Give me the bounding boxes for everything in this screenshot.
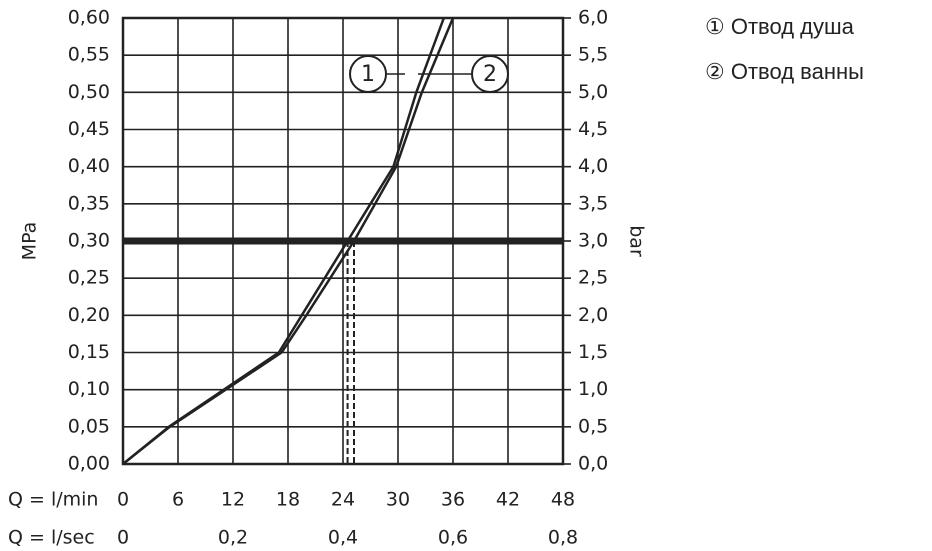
y2-tick-label: 4,0 — [578, 155, 608, 177]
x-tick-label: 24 — [331, 489, 355, 511]
y2-tick-label: 1,0 — [578, 378, 608, 400]
y2-tick-label: 0,0 — [578, 453, 608, 475]
y2-tick-label: 2,5 — [578, 267, 608, 289]
y-tick-label: 0,05 — [68, 415, 110, 437]
y2-axis-label: bar — [626, 225, 648, 257]
y-tick-label: 0,50 — [68, 81, 110, 103]
x-tick-label: 6 — [172, 489, 184, 511]
x2-tick-label: 0 — [117, 527, 129, 549]
y-tick-label: 0,25 — [68, 267, 110, 289]
x2-tick-label: 0,2 — [218, 527, 248, 549]
y2-tick-label: 3,0 — [578, 230, 608, 252]
y-tick-label: 0,30 — [68, 230, 110, 252]
callout-circle — [471, 55, 509, 93]
y-tick-label: 0,10 — [68, 378, 110, 400]
callout-label: 1 — [361, 62, 375, 87]
y-tick-label: 0,00 — [68, 453, 110, 475]
x-tick-label: 36 — [441, 489, 465, 511]
x2-tick-label: 0,8 — [548, 527, 578, 549]
y-axis-label: MPa — [19, 222, 41, 261]
x2-axis-label: Q = l/sec — [8, 527, 95, 549]
y2-tick-label: 6,0 — [578, 7, 608, 29]
y-tick-label: 0,35 — [68, 192, 110, 214]
y2-tick-label: 2,0 — [578, 304, 608, 326]
x-axis-label: Q = l/min — [8, 489, 98, 511]
y-tick-label: 0,60 — [68, 7, 110, 29]
y2-tick-label: 1,5 — [578, 341, 608, 363]
callout-label: 2 — [483, 62, 497, 87]
legend-entry: ① Отвод душа — [705, 14, 855, 39]
legend-entry: ② Отвод ванны — [705, 59, 864, 84]
y-tick-label: 0,20 — [68, 304, 110, 326]
y2-tick-label: 3,5 — [578, 192, 608, 214]
x-tick-label: 18 — [276, 489, 300, 511]
y2-tick-label: 0,5 — [578, 415, 608, 437]
y-tick-label: 0,55 — [68, 44, 110, 66]
x2-tick-label: 0,4 — [328, 527, 358, 549]
y-tick-label: 0,40 — [68, 155, 110, 177]
x-tick-label: 0 — [117, 489, 129, 511]
callout-circle — [349, 55, 387, 93]
y2-tick-label: 4,5 — [578, 118, 608, 140]
y2-tick-label: 5,5 — [578, 44, 608, 66]
x2-tick-label: 0,6 — [438, 527, 468, 549]
x-tick-label: 48 — [551, 489, 575, 511]
x-tick-label: 30 — [386, 489, 410, 511]
y-tick-label: 0,45 — [68, 118, 110, 140]
y2-tick-label: 5,0 — [578, 81, 608, 103]
curve — [122, 17, 455, 465]
x-tick-label: 12 — [221, 489, 245, 511]
x-tick-label: 42 — [496, 489, 520, 511]
y-tick-label: 0,15 — [68, 341, 110, 363]
